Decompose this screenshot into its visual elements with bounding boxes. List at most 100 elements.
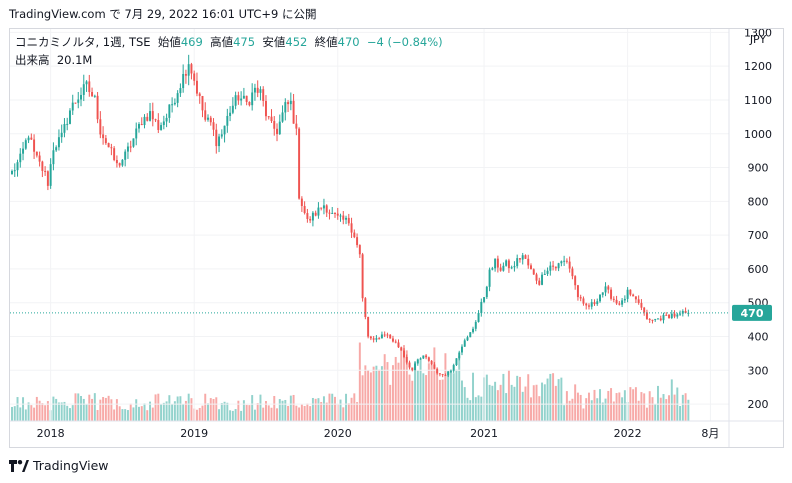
candle-body [474, 321, 477, 329]
chart-frame[interactable]: JPY 200 300 400 500 600 700 800 900 1000 1100 1200… [9, 28, 784, 448]
candle-body [684, 311, 687, 314]
candle-body [596, 301, 599, 305]
gridlines [10, 29, 729, 421]
volume-bar [77, 393, 80, 421]
volume-bar [160, 404, 163, 421]
price-chart[interactable]: JPY 200300400500600700800900100011001200… [10, 29, 783, 447]
volume-bar [88, 394, 91, 421]
volume-bar [300, 404, 303, 421]
candle-body [245, 95, 248, 102]
volume-bar [378, 369, 381, 421]
volume-bar [218, 409, 221, 421]
volume-bar [242, 400, 245, 421]
volume-bar [397, 362, 400, 421]
volume-bar [361, 375, 364, 421]
volume-bar [107, 395, 110, 421]
volume-bar [262, 407, 265, 421]
candle-body [289, 100, 292, 105]
candle-body [46, 171, 49, 186]
candle-body [256, 87, 259, 93]
candle-body [38, 155, 41, 162]
volume-bar [259, 394, 262, 421]
change-value: −4 (−0.84%) [366, 35, 443, 49]
volume-bar [226, 402, 229, 421]
volume-bar [441, 379, 444, 421]
candle-body [19, 153, 22, 163]
price-tick-label: 200 [748, 398, 769, 411]
publish-header: TradingView.com で 7月 29, 2022 16:01 UTC+… [9, 7, 317, 21]
candle-body [11, 170, 13, 175]
candle-body [41, 161, 44, 171]
candle-body [563, 260, 566, 262]
candle-body [218, 136, 221, 147]
candle-body [350, 223, 353, 233]
candle-body [367, 317, 370, 337]
candle-body [135, 128, 138, 139]
candle-body [361, 254, 364, 299]
candle-body [347, 217, 350, 224]
volume-bar [143, 403, 146, 421]
volume-bar [394, 356, 397, 421]
candle-body [35, 151, 38, 156]
volume-bar [66, 405, 69, 421]
candle-body [154, 119, 157, 121]
volume-bar [436, 370, 439, 421]
candle-body [57, 137, 60, 148]
candle-body [637, 299, 640, 303]
volume-bar [44, 405, 47, 421]
volume-bar [587, 392, 590, 421]
brand-footer[interactable]: TradingView [9, 457, 109, 473]
candle-body [438, 373, 441, 375]
volume-bar [505, 393, 508, 421]
volume-bar [46, 401, 49, 421]
last-price-value: 470 [741, 307, 764, 320]
volume-bar [535, 384, 538, 421]
volume-bar [383, 354, 386, 421]
volume-bar [408, 374, 411, 421]
volume-bar [452, 373, 455, 421]
candle-body [168, 104, 171, 118]
volume-bar [306, 403, 309, 421]
last-price-tag: 470 [732, 304, 772, 321]
high-label: 高値 [210, 35, 234, 49]
volume-bar [171, 404, 174, 421]
volume-bar [195, 409, 198, 421]
high-value: 475 [233, 35, 256, 49]
candle-body [444, 375, 447, 377]
volume-bar [212, 399, 215, 421]
volume-bar [502, 373, 505, 421]
candle-body [375, 338, 378, 340]
volume-bar [485, 374, 488, 421]
candle-body [427, 357, 430, 361]
candle-body [334, 212, 336, 214]
price-tick-label: 700 [748, 229, 769, 242]
volume-bar [215, 397, 218, 421]
candle-body [643, 307, 646, 313]
candle-body [496, 258, 499, 268]
volume-bar [27, 402, 30, 421]
volume-bar [425, 375, 428, 421]
candle-body [391, 338, 394, 342]
candle-body [461, 346, 463, 353]
volume-bar [99, 399, 102, 421]
candle-body [466, 337, 469, 341]
volume-bar [38, 400, 41, 421]
volume-bar [16, 397, 19, 421]
volume-bar [466, 397, 469, 421]
candle-body [248, 101, 251, 106]
volume-bar [461, 380, 463, 421]
volume-bar [530, 397, 532, 421]
time-tick-label: 2022 [614, 427, 642, 440]
volume-bar [13, 406, 16, 421]
candle-body [676, 314, 679, 317]
volume-bar [668, 395, 671, 421]
currency-label: JPY [749, 33, 767, 46]
candle-body [151, 111, 154, 120]
volume-bar [419, 358, 422, 421]
volume-bar [679, 406, 682, 421]
open-label: 始値 [157, 35, 181, 49]
candle-body [356, 237, 359, 246]
volume-bar [582, 408, 585, 421]
candle-body [223, 125, 226, 135]
volume-bar [292, 394, 295, 421]
